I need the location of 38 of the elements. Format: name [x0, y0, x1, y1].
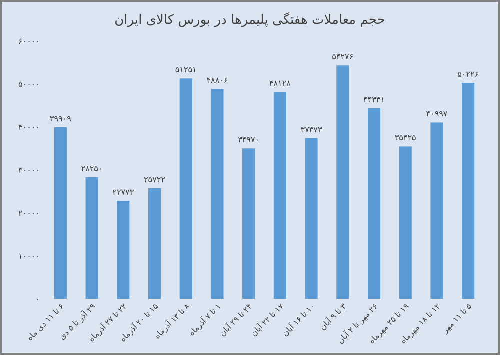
- data-label: ۵۱۲۵۱: [175, 66, 197, 75]
- bar: [211, 89, 224, 299]
- bar: [148, 188, 162, 299]
- y-tick-label: ۶۰۰۰۰: [18, 37, 40, 46]
- x-tick-label: ۵ تا ۱۱ مهر: [440, 302, 474, 336]
- bar: [117, 201, 130, 299]
- y-tick-label: ۵۰۰۰۰: [18, 80, 40, 89]
- bar: [54, 127, 67, 299]
- bar: [305, 138, 318, 299]
- data-label: ۲۸۲۵۰: [81, 164, 103, 174]
- data-label: ۳۷۳۷۳: [300, 125, 323, 134]
- data-label: ۵۴۲۷۶: [332, 52, 354, 62]
- chart-title: حجم معاملات هفتگی پلیمرها در بورس کالای ایران: [114, 12, 386, 28]
- data-label: ۴۸۱۲۸: [269, 79, 292, 88]
- data-label: ۴۰۹۹۷: [426, 110, 448, 119]
- x-tick-label: ۳ تا ۹ آبان: [317, 300, 349, 332]
- bar: [368, 108, 381, 299]
- data-label: ۴۴۳۳۱: [364, 95, 385, 104]
- y-tick-label: ۲۰۰۰۰: [18, 209, 40, 218]
- bar: [399, 146, 412, 299]
- data-label: ۳۵۴۲۵: [394, 134, 416, 143]
- data-label: ۳۴۹۷۰: [238, 136, 260, 145]
- y-tick-label: ۴۰۰۰۰: [18, 123, 40, 132]
- data-label: ۳۹۹۰۹: [50, 114, 72, 124]
- bar: [180, 78, 192, 299]
- bar: [242, 148, 256, 299]
- bar: [336, 66, 350, 299]
- data-label: ۲۵۷۲۲: [144, 175, 166, 184]
- y-tick-label: ۱۰۰۰۰: [18, 252, 40, 261]
- bar: [462, 83, 475, 299]
- bar: [86, 178, 98, 299]
- data-label: ۲۲۷۷۳: [112, 188, 135, 198]
- data-label: ۵۰۲۲۶: [458, 70, 480, 80]
- bar: [274, 92, 286, 299]
- bar: [430, 122, 444, 299]
- y-tick-label: ۰: [36, 295, 40, 304]
- y-tick-label: ۳۰۰۰۰: [18, 166, 40, 175]
- data-label: ۴۸۸۰۶: [206, 76, 228, 86]
